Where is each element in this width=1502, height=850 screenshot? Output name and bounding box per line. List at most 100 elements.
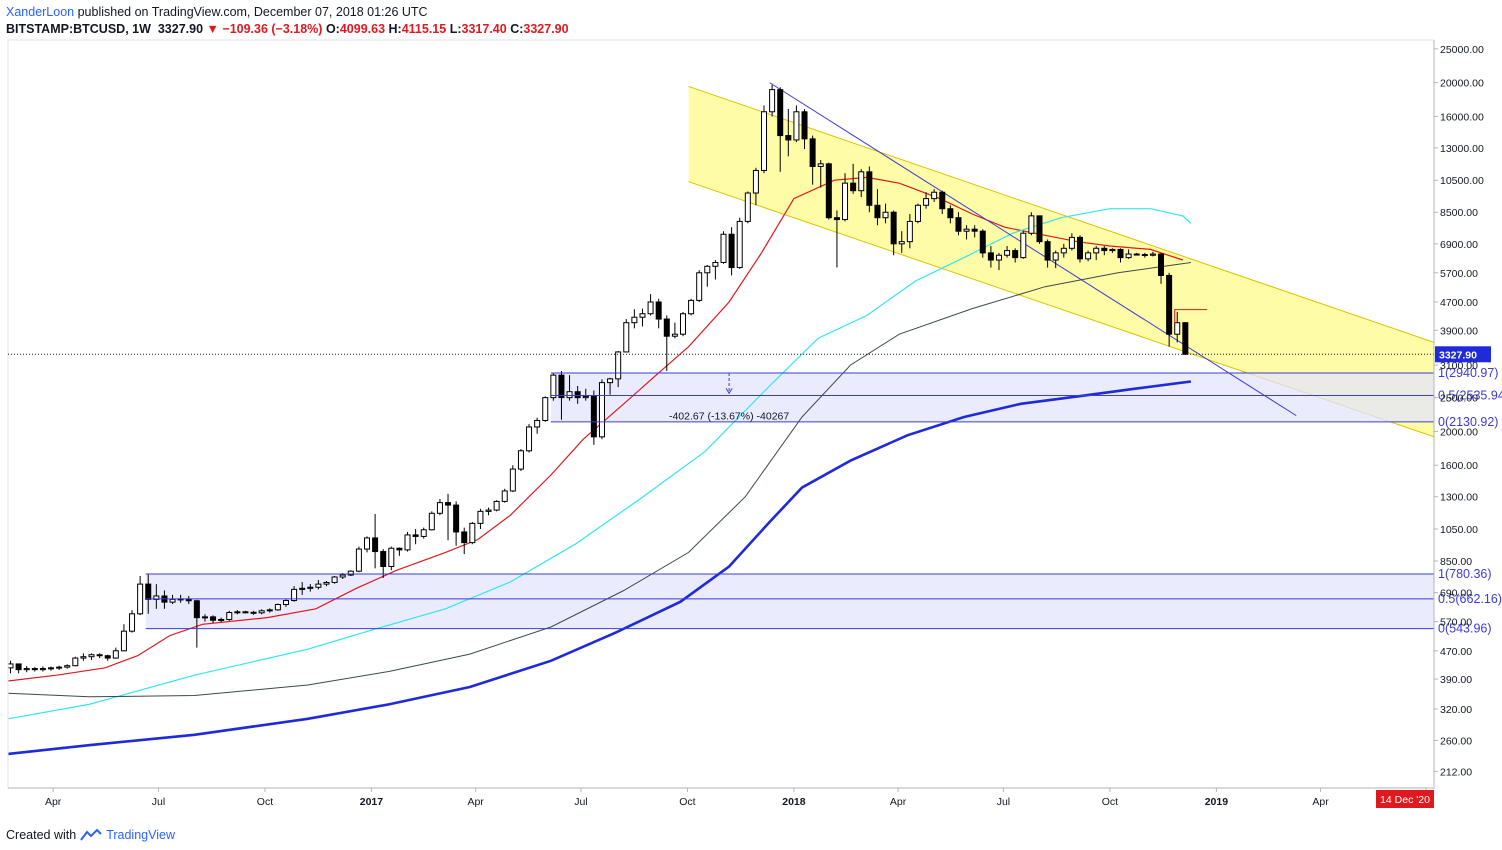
fib-zone (145, 573, 1434, 629)
candle-body (396, 547, 403, 551)
candle-body (145, 583, 152, 600)
candle-body (331, 576, 338, 583)
candle-body (372, 537, 379, 553)
close-value: 3327.90 (523, 22, 569, 36)
candle-body (48, 667, 55, 670)
x-tick-label: 2017 (360, 796, 384, 808)
candle-body (679, 313, 686, 335)
y-tick-label: 470.00 (1440, 646, 1472, 658)
candle-body (266, 609, 273, 612)
candle-body (169, 598, 176, 603)
fib-level-label: 0(2130.92) (1438, 415, 1498, 429)
candle-body (307, 586, 314, 589)
y-tick-label: 4700.00 (1440, 297, 1478, 309)
candle-body (226, 612, 233, 620)
candle-body (914, 204, 921, 222)
down-arrow-icon: ▼ (206, 22, 219, 36)
candle-body (420, 529, 427, 537)
x-tick-label: Jul (152, 796, 165, 808)
candle-body (890, 211, 897, 245)
y-tick-label: 20000.00 (1440, 78, 1484, 90)
candle-body (655, 301, 662, 320)
candle-body (461, 531, 468, 544)
candle-body (1044, 241, 1051, 261)
tradingview-logo-icon (80, 828, 102, 841)
candle-body (1052, 252, 1059, 261)
candle-body (639, 313, 646, 318)
candle-body (218, 618, 225, 621)
symbol-info: BITSTAMP:BTCUSD, 1W 3327.90 ▼ −109.36 (−… (6, 22, 569, 36)
candle-body (615, 351, 622, 380)
candle-body (501, 490, 508, 502)
candle-body (736, 220, 743, 269)
candle-body (963, 228, 970, 232)
candle-body (274, 604, 281, 611)
candle-body (1101, 247, 1108, 252)
candle-body (720, 233, 727, 264)
candle-body (315, 583, 322, 588)
candle-body (1036, 215, 1043, 243)
x-tick-label: Oct (679, 796, 695, 808)
candle-body (517, 450, 524, 470)
candle-body (906, 220, 913, 243)
candle-body (39, 668, 46, 671)
candle-body (995, 254, 1002, 261)
candle-body (542, 397, 549, 421)
candle-body (485, 509, 492, 512)
candle-body (1060, 247, 1067, 254)
candle-body (1174, 322, 1181, 335)
price-change: −109.36 (−3.18%) (222, 22, 323, 36)
candle-body (193, 600, 200, 619)
candle-body (817, 163, 824, 167)
x-tick-label: 2019 (1205, 796, 1229, 808)
candle-body (688, 299, 695, 315)
candle-body (201, 616, 208, 619)
candle-body (242, 611, 249, 614)
candle-body (1093, 247, 1100, 254)
open-value: 4099.63 (339, 22, 386, 36)
y-tick-label: 570.00 (1440, 617, 1472, 629)
candle-body (129, 613, 136, 632)
open-label: O: (325, 22, 340, 36)
red-marker-line (1174, 309, 1208, 324)
candle-body (979, 230, 986, 254)
candle-body (1020, 232, 1027, 259)
x-tick-label: Jul (997, 796, 1010, 808)
candle-body (88, 654, 95, 658)
candle-body (445, 502, 452, 506)
candle-body (1085, 252, 1092, 260)
footer: Created with TradingView (6, 828, 175, 842)
y-tick-label: 2500.00 (1440, 393, 1478, 405)
candle-body (866, 171, 873, 206)
candle-body (493, 500, 500, 511)
candle-body (509, 468, 516, 492)
candle-body (404, 534, 411, 551)
candle-body (809, 138, 816, 167)
measure-arrow-icon (725, 388, 733, 395)
candle-body (752, 169, 759, 194)
candle-body (15, 663, 22, 671)
candle-body (210, 616, 217, 621)
candle-body (436, 502, 443, 514)
candle-body (590, 395, 597, 438)
candle-body (850, 182, 857, 192)
candle-body (364, 537, 370, 550)
y-tick-label: 390.00 (1440, 674, 1472, 686)
candle-body (1182, 322, 1189, 355)
candle-body (1012, 250, 1019, 259)
last-price-tag (1435, 346, 1491, 363)
y-tick-label: 3900.00 (1440, 325, 1478, 337)
author-link[interactable]: XanderLoon (6, 5, 75, 19)
candle-body (1117, 248, 1124, 259)
candle-body (56, 666, 63, 669)
candle-body (769, 89, 776, 113)
candle-body (534, 419, 541, 428)
candle-body (785, 135, 792, 141)
candle-body (291, 588, 298, 602)
candle-body (1004, 250, 1011, 256)
last-price-tag-label: 3327.90 (1439, 349, 1477, 361)
high-label: H: (388, 22, 402, 36)
tradingview-brand[interactable]: TradingView (106, 828, 175, 842)
y-tick-label: 320.00 (1440, 704, 1472, 716)
